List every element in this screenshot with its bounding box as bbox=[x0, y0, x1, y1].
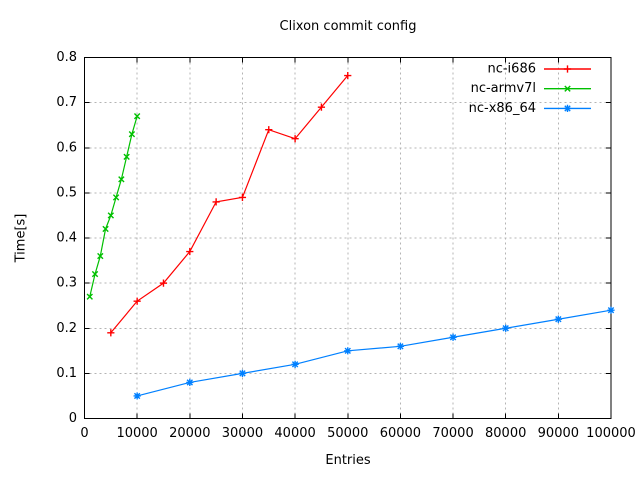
x-tick-label: 50000 bbox=[327, 426, 368, 441]
gridlines bbox=[84, 57, 611, 419]
legend-label: nc-armv7l bbox=[471, 81, 536, 96]
y-tick-label: 0.7 bbox=[56, 95, 77, 110]
y-tick-label: 0 bbox=[69, 411, 77, 426]
tick-marks bbox=[84, 57, 612, 419]
x-tick-labels: 0 10000 20000 30000 40000 50000 60000 70000 8000… bbox=[80, 426, 635, 441]
y-tick-label: 0.2 bbox=[56, 321, 77, 336]
legend-item: nc-armv7l bbox=[471, 81, 591, 96]
y-tick-label: 0.8 bbox=[56, 50, 77, 65]
series-nc-x86_64 bbox=[133, 306, 615, 400]
x-tick-label: 10000 bbox=[116, 426, 157, 441]
x-tick-label: 80000 bbox=[485, 426, 526, 441]
legend-marker bbox=[564, 85, 571, 92]
x-tick-label: 70000 bbox=[432, 426, 473, 441]
legend: nc-i686 nc-armv7l nc-x86_64 bbox=[469, 62, 591, 116]
x-tick-label: 60000 bbox=[380, 426, 421, 441]
legend-item: nc-x86_64 bbox=[469, 101, 591, 116]
data-point-markers bbox=[86, 112, 141, 300]
legend-label: nc-x86_64 bbox=[469, 101, 536, 116]
y-tick-label: 0.1 bbox=[56, 366, 77, 381]
legend-marker bbox=[563, 65, 572, 73]
series-line bbox=[110, 75, 349, 334]
x-tick-label: 100000 bbox=[586, 426, 636, 441]
x-tick-label: 30000 bbox=[222, 426, 263, 441]
series-line bbox=[89, 115, 138, 297]
data-point-markers bbox=[133, 306, 615, 400]
y-tick-label: 0.3 bbox=[56, 276, 77, 291]
x-tick-label: 40000 bbox=[274, 426, 315, 441]
x-tick-label: 0 bbox=[80, 426, 88, 441]
legend-item: nc-i686 bbox=[487, 62, 591, 77]
legend-label: nc-i686 bbox=[487, 62, 536, 77]
chart-title: Clixon commit config bbox=[279, 19, 417, 34]
series-line bbox=[137, 309, 612, 397]
x-axis-label: Entries bbox=[325, 453, 371, 468]
series-nc-armv7l bbox=[86, 112, 141, 300]
x-tick-label: 20000 bbox=[169, 426, 210, 441]
series-nc-i686 bbox=[107, 71, 352, 337]
y-tick-label: 0.5 bbox=[56, 185, 77, 200]
data-point-markers bbox=[107, 71, 352, 337]
y-tick-label: 0.6 bbox=[56, 140, 77, 155]
legend-marker bbox=[563, 104, 572, 112]
x-tick-label: 90000 bbox=[538, 426, 579, 441]
y-tick-label: 0.4 bbox=[56, 231, 77, 246]
y-tick-labels: 0 0.1 0.2 0.3 0.4 0.5 0.6 0.7 0.8 bbox=[56, 50, 77, 426]
